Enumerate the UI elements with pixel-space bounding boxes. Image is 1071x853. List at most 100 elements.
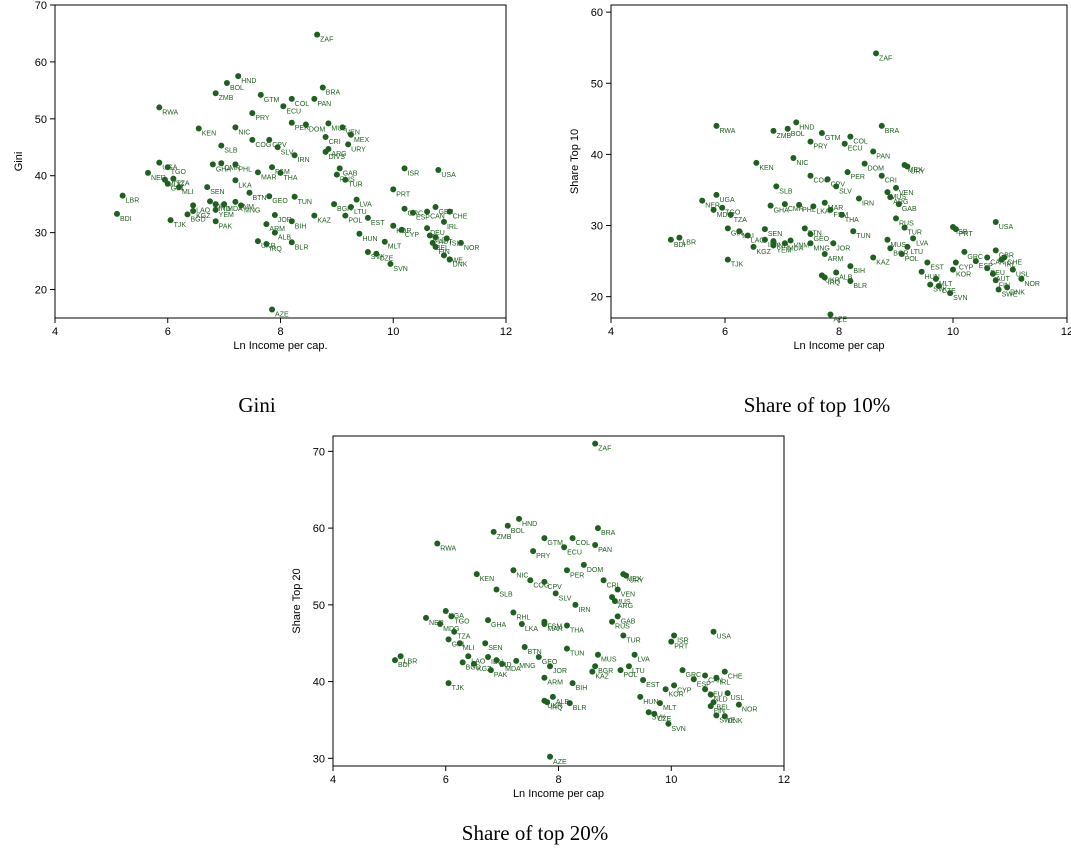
data-point-alb [833, 269, 840, 276]
data-point-zmb [212, 90, 219, 97]
data-point-lbr [119, 192, 126, 199]
data-point-mli [456, 640, 463, 647]
data-point-lva [910, 235, 917, 242]
data-point-pak [487, 667, 494, 674]
data-point-label-aut: AUT [996, 276, 1011, 283]
data-point-label-tha: THA [284, 175, 298, 182]
data-point-label-ken: KEN [202, 130, 216, 137]
data-point-label-nic: NIC [796, 160, 808, 167]
data-point-label-nld: NLD [714, 697, 728, 704]
data-point-slb [218, 142, 225, 149]
data-point-jor [271, 211, 278, 218]
data-point-label-sen: SEN [210, 189, 224, 196]
data-point-prt [390, 186, 397, 193]
data-point-label-mus: MUS [890, 242, 906, 249]
data-point-label-alb: ALB [278, 235, 292, 242]
data-point-yem [770, 242, 777, 249]
data-point-tgo [164, 164, 171, 171]
data-point-col [288, 95, 295, 102]
data-point-nic [510, 567, 517, 574]
data-point-label-tjk: TJK [452, 685, 465, 692]
data-point-label-gbr: GBR [439, 209, 454, 216]
data-point-irl [440, 218, 447, 225]
data-point-nld [426, 232, 433, 239]
gini-y-tick-label: 20 [35, 285, 47, 297]
data-point-cyp [952, 259, 959, 266]
data-point-ind [493, 657, 500, 664]
data-point-label-tjk: TJK [174, 222, 187, 229]
data-point-pry [807, 138, 814, 145]
data-point-label-ind: IND [776, 243, 788, 250]
data-point-usa [992, 218, 999, 225]
data-point-label-che: CHE [1007, 260, 1022, 267]
data-point-alb [549, 693, 556, 700]
data-point-btn [521, 644, 528, 651]
share-top-10-y-tick-label: 50 [591, 78, 603, 90]
data-point-cmr [218, 160, 225, 167]
data-point-label-arg: ARG [331, 151, 346, 158]
data-point-hun [918, 268, 925, 275]
gini-panel: 4 6 8 10 12 20 30 40 50 60 70 Ln Income per cap. Gin… [13, 0, 512, 352]
data-point-svn [947, 290, 954, 297]
data-point-can [984, 254, 991, 261]
data-point-label-dnk: DNK [453, 261, 468, 268]
data-point-label-mda: MDA [505, 666, 521, 673]
data-point-zaf [592, 440, 599, 447]
data-point-gab [336, 165, 343, 172]
data-point-label-lka: LKA [816, 208, 830, 215]
data-point-label-bdi: BDI [120, 216, 132, 223]
data-point-mdg [437, 621, 444, 628]
data-point-mus [884, 189, 891, 196]
data-point-label-swe: SWE [447, 257, 463, 264]
data-point-arg [887, 194, 894, 201]
data-point-bra [594, 525, 601, 532]
data-point-label-slv: SLV [839, 188, 852, 195]
data-point-label-cri: CRI [607, 582, 619, 589]
data-point-ury [904, 163, 911, 170]
data-point-label-aze: AZE [833, 316, 847, 323]
data-point-gin [445, 636, 452, 643]
data-point-slv [552, 590, 559, 597]
data-point-label-nor: NOR [742, 707, 758, 714]
data-point-label-pry: PRY [814, 144, 829, 151]
data-point-label-lva: LVA [360, 202, 373, 209]
data-point-bdi [667, 236, 674, 243]
data-point-hnd [793, 119, 800, 126]
data-point-rus [333, 171, 340, 178]
data-point-sen [761, 226, 768, 233]
data-point-ltu [347, 204, 354, 211]
data-point-label-col: COL [576, 540, 591, 547]
data-point-label-mus: MUS [615, 599, 631, 606]
data-point-slv [274, 144, 281, 151]
data-point-label-blr: BLR [295, 244, 309, 251]
data-point-label-ltu: LTU [354, 209, 367, 216]
data-point-phl [232, 161, 239, 168]
data-point-label-bra: BRA [326, 90, 341, 97]
data-point-ken [195, 125, 202, 132]
data-point-label-hun: HUN [643, 699, 658, 706]
data-point-label-ven: VEN [899, 190, 913, 197]
data-point-usa [435, 167, 442, 174]
data-point-hun [637, 693, 644, 700]
data-point-label-hun: HUN [362, 236, 377, 243]
data-point-grc [679, 667, 686, 674]
data-point-label-yem: YEM [776, 247, 791, 254]
data-point-dom [580, 561, 587, 568]
data-point-zaf [314, 31, 321, 38]
data-point-nor [1018, 275, 1025, 282]
data-point-gbr [992, 247, 999, 254]
data-point-hnd [235, 73, 242, 80]
share-top-20-y-axis-label: Share Top 20 [291, 568, 303, 633]
data-point-ner [423, 614, 430, 621]
data-point-label-mex: MEX [626, 576, 642, 583]
data-point-label-mex: MEX [908, 167, 924, 174]
data-point-label-ken: KEN [480, 576, 494, 583]
data-point-label-irl: IRL [1004, 262, 1015, 269]
share-top-10-panel: 4 6 8 10 12 20 30 40 50 60 Ln Income per cap Share … [569, 4, 1071, 352]
share-top-20-y-tick-label: 40 [313, 677, 325, 689]
data-point-tur [342, 176, 349, 183]
data-point-label-cmr: CMR [788, 206, 804, 213]
data-point-dnk [1004, 284, 1011, 291]
data-point-label-deu: DEU [708, 691, 723, 698]
data-point-label-ind: IND [499, 662, 511, 669]
